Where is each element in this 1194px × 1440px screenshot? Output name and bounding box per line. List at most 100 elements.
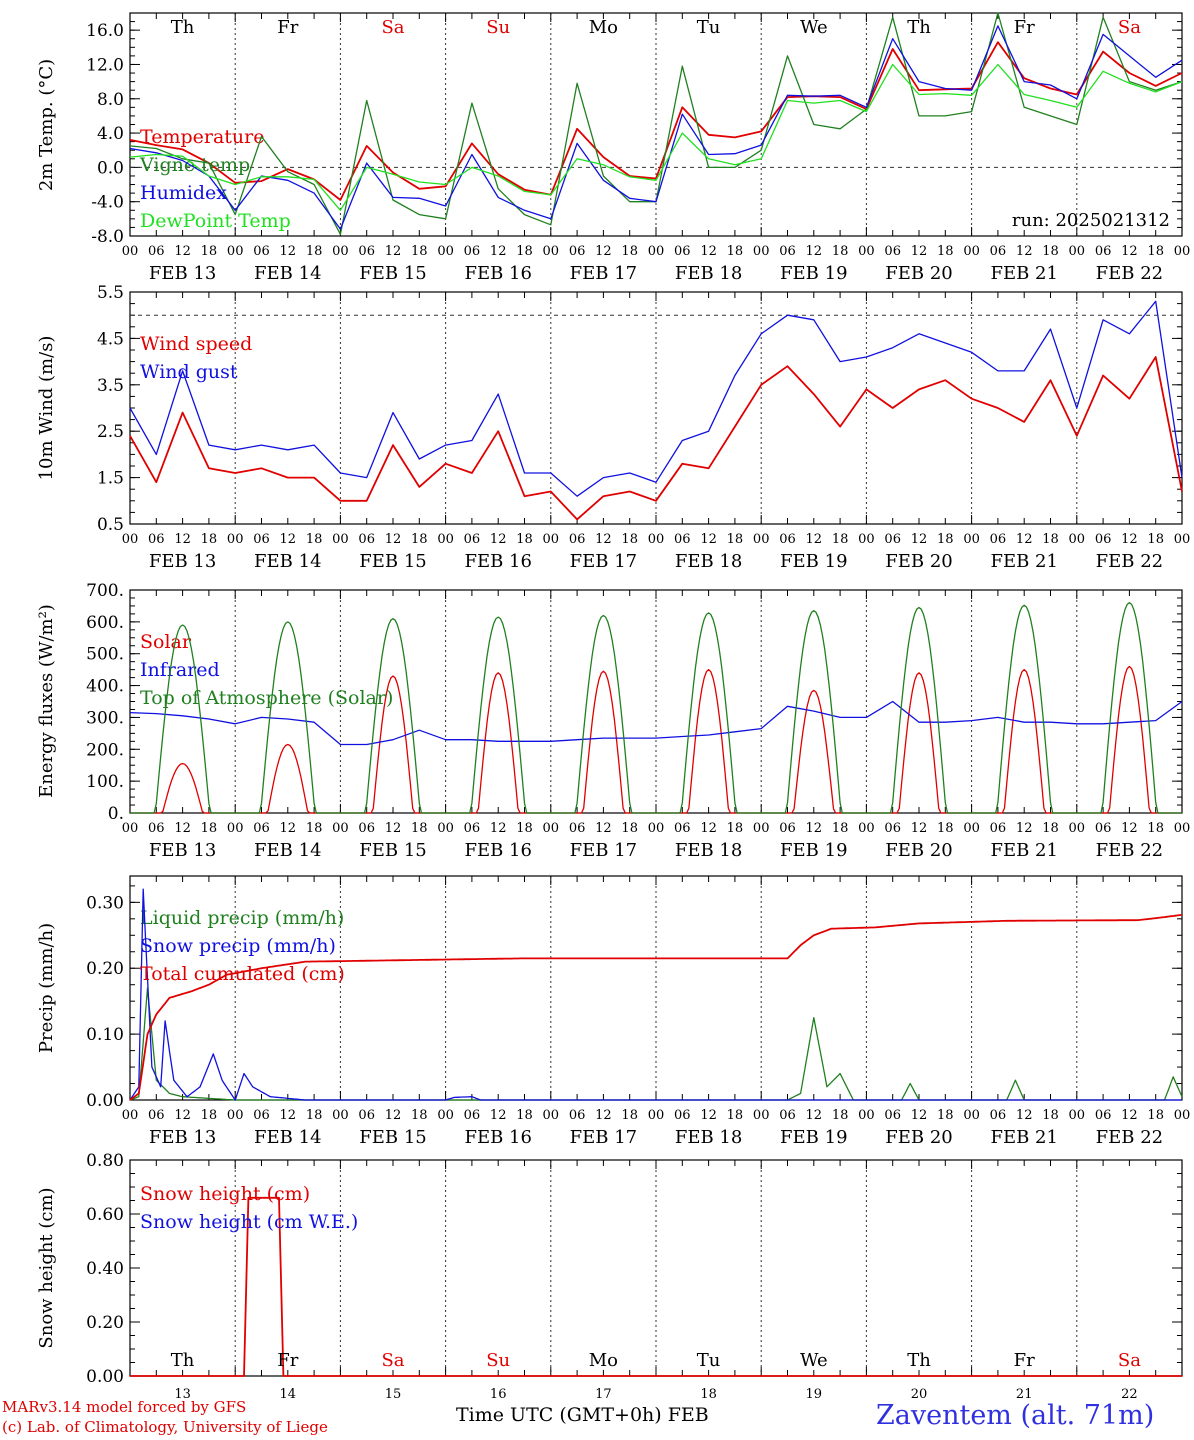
series-line-top-of-atmosphere-solar- [130,602,1182,814]
hour-tick-label: 18 [411,1108,428,1123]
day-name-label: Su [486,1350,510,1371]
day-name-label: Fr [1014,1350,1035,1371]
hour-tick-label: 18 [306,244,323,259]
legend-entry: Wind gust [140,361,238,383]
bottom-day-label: 21 [1016,1387,1033,1402]
date-label: FEB 21 [990,1127,1057,1148]
hour-tick-label: 06 [1095,1108,1112,1123]
hour-tick-label: 18 [516,1108,533,1123]
hour-tick-label: 00 [1174,532,1191,547]
series-line-snow-precip-mm-h- [129,888,1182,1101]
hour-tick-label: 00 [332,244,349,259]
hour-tick-label: 00 [543,244,560,259]
y-tick-label: 2.5 [97,422,124,442]
hour-tick-label: 18 [1042,244,1059,259]
legend-entry: Humidex [140,182,227,204]
date-label: FEB 20 [885,263,952,284]
date-label: FEB 18 [675,263,742,284]
bottom-day-label: 18 [700,1387,717,1402]
date-label: FEB 19 [780,263,847,284]
date-label: FEB 16 [464,1127,531,1148]
hour-tick-label: 12 [1121,244,1138,259]
hour-tick-label: 18 [411,244,428,259]
date-label: FEB 13 [149,551,216,572]
hour-tick-label: 00 [437,821,454,836]
hour-tick-label: 12 [174,821,191,836]
y-axis-label: 10m Wind (m/s) [36,336,57,481]
date-label: FEB 18 [675,551,742,572]
y-tick-label: 0.20 [86,1313,124,1333]
hour-tick-label: 06 [884,821,901,836]
hour-tick-label: 18 [516,821,533,836]
y-tick-label: 500. [86,645,124,665]
hour-tick-label: 06 [990,1108,1007,1123]
day-name-label: Th [907,17,931,38]
hour-tick-label: 12 [1121,532,1138,547]
hour-tick-label: 06 [148,1108,165,1123]
hour-tick-label: 06 [779,532,796,547]
y-tick-label: 0.00 [86,1367,124,1387]
hour-tick-label: 18 [937,1108,954,1123]
hour-tick-label: 06 [569,1108,586,1123]
series-line-wind-speed [129,356,1183,521]
hour-tick-label: 18 [306,821,323,836]
series-line-liquid-precip-mm-h- [129,987,1183,1101]
hour-tick-label: 18 [201,244,218,259]
hour-tick-label: 06 [358,1108,375,1123]
hour-tick-label: 06 [253,1108,270,1123]
date-label: FEB 15 [359,551,426,572]
hour-tick-label: 00 [332,1108,349,1123]
hour-tick-label: 00 [437,244,454,259]
y-tick-label: 300. [86,708,124,728]
hour-tick-label: 12 [911,532,928,547]
hour-tick-label: 12 [1016,532,1033,547]
hour-tick-label: 18 [306,532,323,547]
hour-tick-label: 18 [727,821,744,836]
hour-tick-label: 06 [674,1108,691,1123]
hour-tick-label: 06 [884,244,901,259]
hour-tick-label: 18 [727,532,744,547]
hour-tick-label: 00 [858,821,875,836]
hour-tick-label: 12 [490,244,507,259]
hour-tick-label: 06 [358,244,375,259]
hour-tick-label: 00 [543,1108,560,1123]
date-label: FEB 16 [464,263,531,284]
legend-entry: Snow height (cm W.E.) [140,1211,358,1233]
day-name-label: Fr [277,1350,298,1371]
credit-line-2: (c) Lab. of Climatology, University of L… [2,1418,328,1436]
date-label: FEB 18 [675,1127,742,1148]
hour-tick-label: 12 [174,1108,191,1123]
hour-tick-label: 00 [858,532,875,547]
y-tick-label: 4.0 [97,124,124,144]
hour-tick-label: 06 [464,244,481,259]
y-tick-label: 0.10 [86,1025,124,1045]
day-name-label: Fr [277,17,298,38]
hour-tick-label: 06 [464,821,481,836]
date-label: FEB 20 [885,551,952,572]
hour-tick-label: 00 [122,532,139,547]
hour-tick-label: 06 [990,821,1007,836]
hour-tick-label: 12 [911,1108,928,1123]
hour-tick-label: 12 [806,821,823,836]
y-tick-label: 400. [86,677,124,697]
hour-tick-label: 00 [648,244,665,259]
date-label: FEB 17 [570,840,637,861]
date-label: FEB 15 [359,840,426,861]
hour-tick-label: 06 [569,821,586,836]
hour-tick-label: 00 [1174,821,1191,836]
hour-tick-label: 12 [385,532,402,547]
y-tick-label: 700. [86,581,124,601]
day-name-label: We [800,17,828,38]
y-tick-label: 0.00 [86,1091,124,1111]
series-line-dewpoint-temp [129,63,1183,211]
y-tick-label: 0.60 [86,1205,124,1225]
hour-tick-label: 18 [727,244,744,259]
hour-tick-label: 00 [122,821,139,836]
day-name-label: Mo [589,17,618,38]
hour-tick-label: 12 [1016,1108,1033,1123]
day-name-label: Sa [381,17,404,38]
hour-tick-label: 12 [806,1108,823,1123]
hour-tick-label: 12 [280,821,297,836]
hour-tick-label: 06 [779,1108,796,1123]
hour-tick-label: 12 [1121,1108,1138,1123]
